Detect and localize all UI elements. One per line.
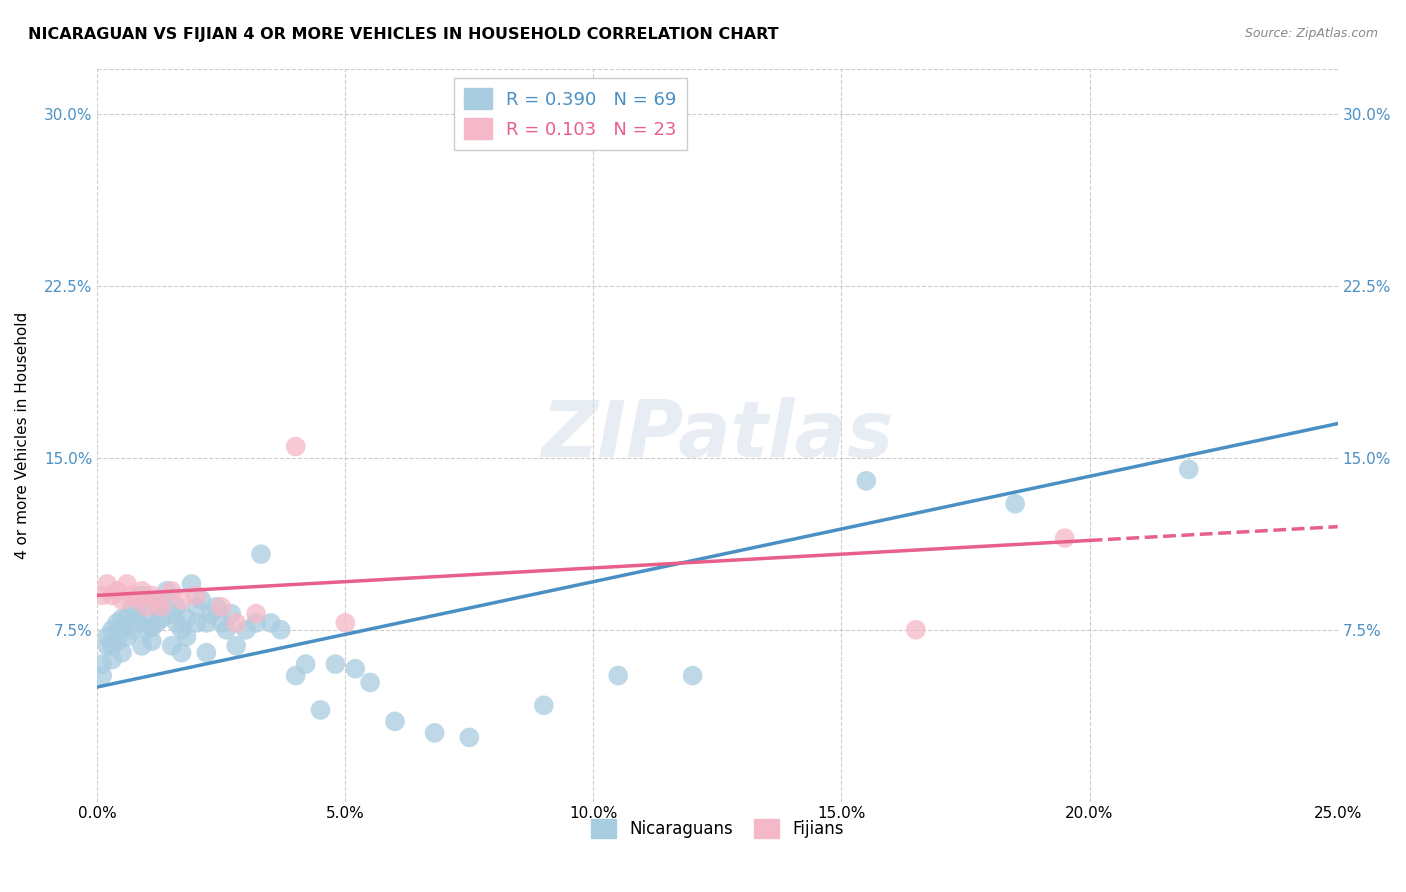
Point bbox=[121, 588, 143, 602]
Point bbox=[125, 593, 148, 607]
Point bbox=[186, 588, 208, 602]
Point bbox=[101, 652, 124, 666]
Point bbox=[309, 703, 332, 717]
Point bbox=[111, 593, 134, 607]
Point bbox=[150, 593, 173, 607]
Point bbox=[209, 599, 232, 614]
Text: Source: ZipAtlas.com: Source: ZipAtlas.com bbox=[1244, 27, 1378, 40]
Point bbox=[111, 623, 134, 637]
Point bbox=[235, 623, 257, 637]
Point bbox=[96, 639, 118, 653]
Point bbox=[105, 615, 128, 630]
Point bbox=[180, 577, 202, 591]
Point bbox=[125, 615, 148, 630]
Point bbox=[344, 662, 367, 676]
Point bbox=[105, 583, 128, 598]
Point bbox=[195, 646, 218, 660]
Point bbox=[91, 668, 114, 682]
Point bbox=[135, 623, 157, 637]
Point bbox=[170, 593, 193, 607]
Point bbox=[170, 646, 193, 660]
Point bbox=[115, 611, 138, 625]
Point bbox=[682, 668, 704, 682]
Point bbox=[855, 474, 877, 488]
Point bbox=[294, 657, 316, 672]
Point bbox=[533, 698, 555, 713]
Point bbox=[131, 639, 153, 653]
Point bbox=[111, 646, 134, 660]
Point bbox=[270, 623, 292, 637]
Point bbox=[146, 599, 169, 614]
Point bbox=[384, 714, 406, 729]
Point bbox=[131, 588, 153, 602]
Point bbox=[166, 615, 188, 630]
Text: NICARAGUAN VS FIJIAN 4 OR MORE VEHICLES IN HOUSEHOLD CORRELATION CHART: NICARAGUAN VS FIJIAN 4 OR MORE VEHICLES … bbox=[28, 27, 779, 42]
Point bbox=[111, 611, 134, 625]
Point bbox=[225, 615, 247, 630]
Point bbox=[141, 588, 163, 602]
Point bbox=[170, 623, 193, 637]
Point bbox=[150, 611, 173, 625]
Point bbox=[607, 668, 630, 682]
Point bbox=[121, 623, 143, 637]
Point bbox=[209, 615, 232, 630]
Point bbox=[186, 615, 208, 630]
Point bbox=[176, 611, 198, 625]
Point bbox=[200, 607, 222, 621]
Point bbox=[176, 630, 198, 644]
Point bbox=[146, 593, 169, 607]
Point bbox=[186, 599, 208, 614]
Point bbox=[1178, 462, 1201, 476]
Point bbox=[101, 623, 124, 637]
Point bbox=[115, 630, 138, 644]
Point bbox=[160, 607, 183, 621]
Point bbox=[219, 607, 242, 621]
Point bbox=[335, 615, 357, 630]
Point bbox=[195, 615, 218, 630]
Point bbox=[96, 630, 118, 644]
Point bbox=[91, 657, 114, 672]
Point bbox=[166, 599, 188, 614]
Legend: Nicaraguans, Fijians: Nicaraguans, Fijians bbox=[585, 812, 851, 845]
Point bbox=[160, 583, 183, 598]
Point bbox=[131, 583, 153, 598]
Point bbox=[141, 620, 163, 634]
Point bbox=[121, 599, 143, 614]
Point bbox=[160, 639, 183, 653]
Point bbox=[359, 675, 381, 690]
Point bbox=[284, 440, 307, 454]
Point bbox=[141, 634, 163, 648]
Point bbox=[260, 615, 283, 630]
Point bbox=[423, 726, 446, 740]
Point bbox=[101, 639, 124, 653]
Point bbox=[190, 593, 212, 607]
Text: ZIPatlas: ZIPatlas bbox=[541, 397, 894, 473]
Point bbox=[156, 583, 179, 598]
Point bbox=[245, 607, 267, 621]
Point bbox=[96, 577, 118, 591]
Point bbox=[115, 577, 138, 591]
Point bbox=[91, 588, 114, 602]
Point bbox=[904, 623, 927, 637]
Point bbox=[250, 547, 273, 561]
Point bbox=[135, 607, 157, 621]
Point bbox=[150, 599, 173, 614]
Point bbox=[284, 668, 307, 682]
Point bbox=[1053, 531, 1076, 545]
Point bbox=[1004, 497, 1026, 511]
Point bbox=[215, 623, 238, 637]
Point bbox=[225, 639, 247, 653]
Point bbox=[101, 588, 124, 602]
Point bbox=[325, 657, 347, 672]
Y-axis label: 4 or more Vehicles in Household: 4 or more Vehicles in Household bbox=[15, 311, 30, 558]
Point bbox=[125, 607, 148, 621]
Point bbox=[105, 634, 128, 648]
Point bbox=[458, 731, 481, 745]
Point bbox=[245, 615, 267, 630]
Point bbox=[205, 599, 228, 614]
Point bbox=[146, 615, 169, 630]
Point bbox=[135, 599, 157, 614]
